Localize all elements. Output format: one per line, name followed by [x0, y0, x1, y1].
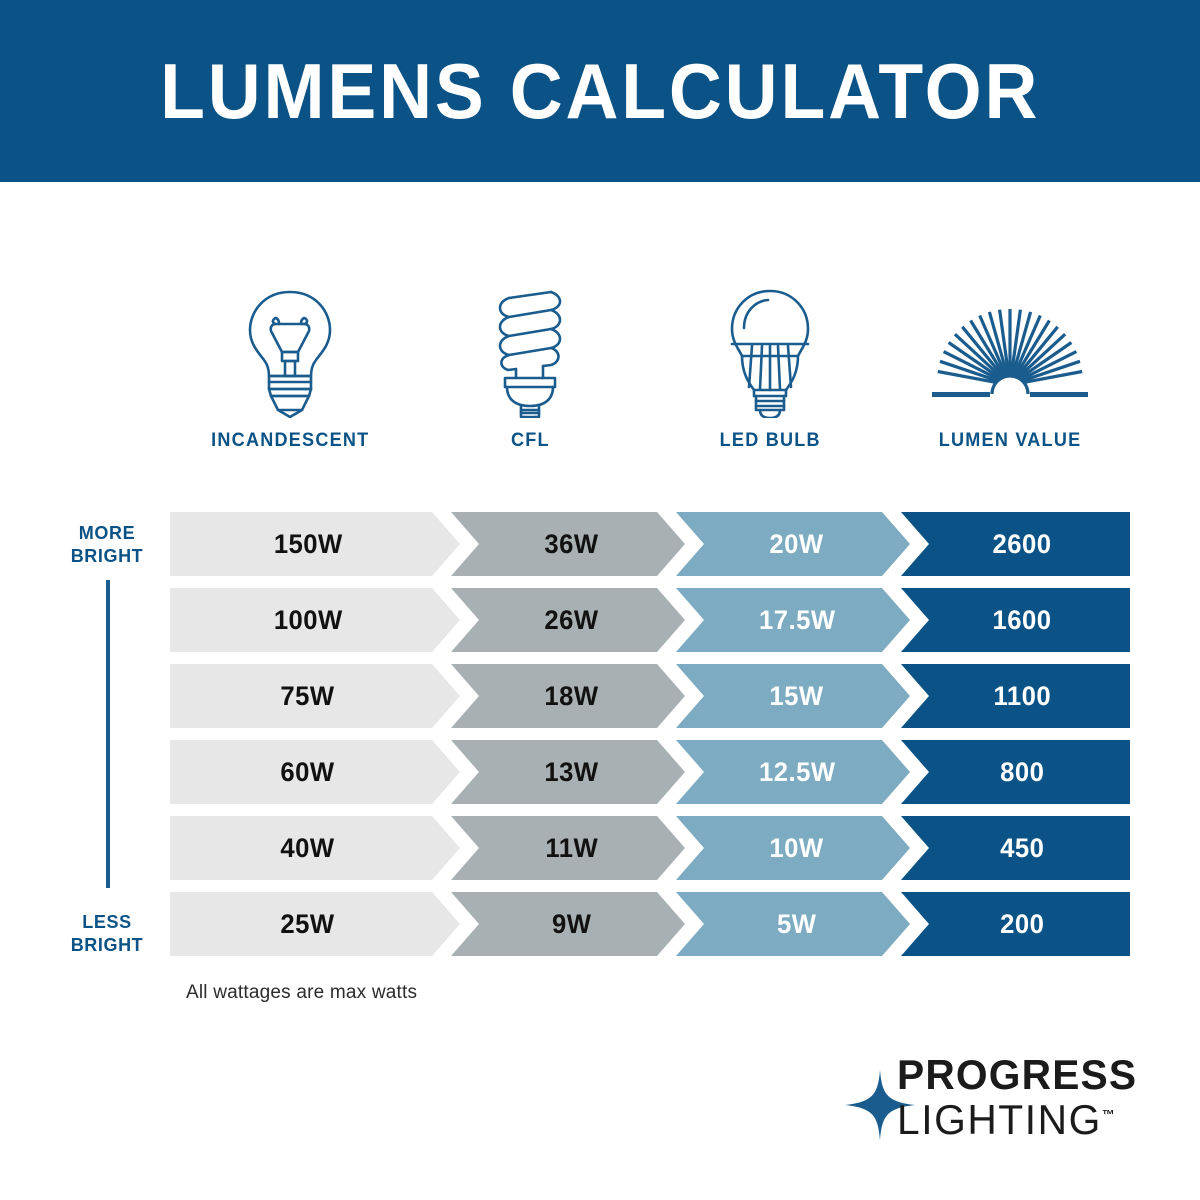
cell-value: 150W	[273, 528, 343, 559]
column-header-lumen-value: LUMEN VALUE	[890, 282, 1130, 477]
cell-cfl: 36W	[451, 512, 685, 576]
cell-led: 17.5W	[676, 588, 910, 652]
cell-value: 1100	[993, 680, 1052, 711]
cell-lumens: 450	[901, 816, 1130, 880]
cell-incandescent: 150W	[170, 512, 460, 576]
cell-value: 26W	[544, 604, 600, 635]
cell-cfl: 9W	[451, 892, 685, 956]
cell-value: 200	[1000, 908, 1045, 939]
column-header-cfl: CFL	[410, 282, 650, 477]
table-row: 40W 11W 10W 450	[170, 816, 1130, 880]
cell-led: 20W	[676, 512, 910, 576]
cell-led: 12.5W	[676, 740, 910, 804]
scale-label-more-bright: MORE BRIGHT	[48, 522, 166, 567]
table-row: 60W 13W 12.5W 800	[170, 740, 1130, 804]
scale-label-less-bright: LESS BRIGHT	[48, 911, 166, 956]
cell-lumens: 2600	[901, 512, 1130, 576]
cell-value: 2600	[993, 528, 1052, 559]
table-row: 100W 26W 17.5W 1600	[170, 588, 1130, 652]
cell-value: 1600	[993, 604, 1052, 635]
cell-cfl: 11W	[451, 816, 685, 880]
cell-incandescent: 40W	[170, 816, 460, 880]
cell-value: 60W	[280, 756, 336, 787]
cell-incandescent: 100W	[170, 588, 460, 652]
table-row: 75W 18W 15W 1100	[170, 664, 1130, 728]
cell-value: 5W	[777, 908, 817, 939]
cell-cfl: 26W	[451, 588, 685, 652]
scale-line	[106, 580, 110, 888]
column-label-incandescent: INCANDESCENT	[210, 430, 370, 451]
cell-lumens: 800	[901, 740, 1130, 804]
cell-incandescent: 75W	[170, 664, 460, 728]
cell-incandescent: 25W	[170, 892, 460, 956]
page-title: LUMENS CALCULATOR	[159, 47, 1041, 135]
cell-led: 15W	[676, 664, 910, 728]
cell-value: 450	[1000, 832, 1045, 863]
cell-incandescent: 60W	[170, 740, 460, 804]
footnote: All wattages are max watts	[186, 982, 418, 1003]
cell-value: 25W	[280, 908, 336, 939]
cell-cfl: 18W	[451, 664, 685, 728]
cell-value: 18W	[544, 680, 600, 711]
cell-value: 10W	[769, 832, 825, 863]
scale-more-line1: MORE	[78, 523, 136, 543]
column-header-led: LED BULB	[650, 282, 890, 477]
logo-wordmark: PROGRESS LIGHTING™	[897, 1052, 1145, 1143]
scale-more-line2: BRIGHT	[70, 545, 144, 566]
column-label-cfl: CFL	[510, 430, 550, 451]
cell-value: 12.5W	[758, 756, 836, 787]
incandescent-bulb-icon	[238, 282, 342, 422]
cell-value: 100W	[273, 604, 343, 635]
table-row: 25W 9W 5W 200	[170, 892, 1130, 956]
brand-logo: PROGRESS LIGHTING™	[845, 1052, 1136, 1157]
cell-value: 17.5W	[758, 604, 836, 635]
cell-value: 800	[1000, 756, 1045, 787]
cell-value: 75W	[280, 680, 336, 711]
column-header-incandescent: INCANDESCENT	[170, 282, 410, 477]
scale-less-line2: BRIGHT	[70, 934, 144, 955]
cell-lumens: 200	[901, 892, 1130, 956]
logo-lighting: LIGHTING™	[897, 1097, 1137, 1142]
scale-less-line1: LESS	[82, 912, 132, 932]
brightness-scale: MORE BRIGHT LESS BRIGHT	[48, 512, 166, 960]
cell-value: 36W	[544, 528, 600, 559]
header-banner: LUMENS CALCULATOR	[0, 0, 1200, 182]
cell-value: 13W	[544, 756, 600, 787]
column-label-led: LED BULB	[719, 430, 821, 451]
cell-lumens: 1100	[901, 664, 1130, 728]
star-icon	[845, 1070, 915, 1145]
sunburst-icon	[920, 282, 1100, 422]
cell-lumens: 1600	[901, 588, 1130, 652]
cell-value: 15W	[769, 680, 825, 711]
cell-value: 20W	[769, 528, 825, 559]
led-bulb-icon	[722, 282, 818, 422]
column-label-lumen-value: LUMEN VALUE	[938, 430, 1082, 451]
cell-cfl: 13W	[451, 740, 685, 804]
cell-led: 10W	[676, 816, 910, 880]
cell-value: 9W	[552, 908, 592, 939]
cfl-bulb-icon	[485, 282, 575, 422]
cell-led: 5W	[676, 892, 910, 956]
cell-value: 11W	[545, 832, 599, 863]
logo-progress: PROGRESS	[897, 1051, 1138, 1098]
logo-lighting-text: LIGHTING	[897, 1096, 1102, 1144]
comparison-table: 150W 36W 20W 2600 100W 26W 17.5W 1600 75…	[170, 512, 1130, 968]
trademark-symbol: ™	[1101, 1107, 1115, 1123]
table-row: 150W 36W 20W 2600	[170, 512, 1130, 576]
column-headers: INCANDESCENT	[170, 282, 1130, 477]
cell-value: 40W	[280, 832, 336, 863]
